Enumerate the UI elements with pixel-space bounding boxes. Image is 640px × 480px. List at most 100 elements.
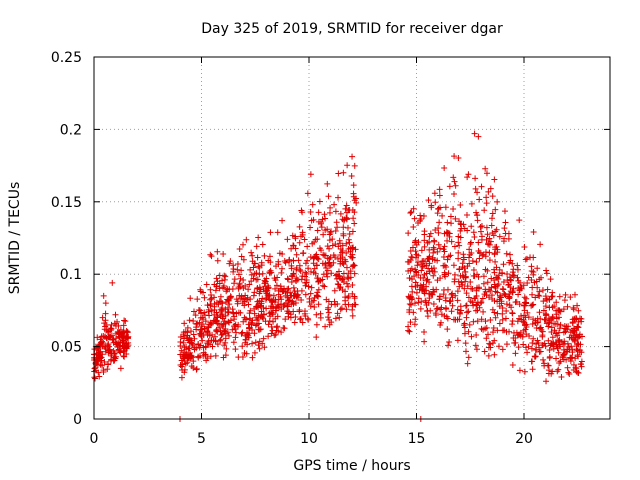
data-point [325,260,332,267]
data-point [543,378,550,385]
data-point [349,303,356,310]
data-point [417,274,424,281]
data-point [334,224,341,231]
data-point [475,284,482,291]
data-point [515,331,522,338]
data-point [536,309,543,316]
data-point [490,329,497,336]
data-point [570,306,577,313]
data-point [216,285,223,292]
data-point [545,337,552,344]
data-point [318,247,325,254]
data-point [292,235,299,242]
data-point [105,341,112,348]
data-point [448,238,455,245]
data-point [108,356,115,363]
data-point [474,217,481,224]
data-point [547,276,554,283]
data-point [102,317,109,324]
data-point [103,334,110,341]
data-point [571,316,578,323]
data-point [452,182,459,189]
data-point [443,263,450,270]
data-point [521,302,528,309]
data-point [303,271,310,278]
data-point [339,247,346,254]
data-point [284,303,291,310]
data-point [307,290,314,297]
data-point [464,360,471,367]
data-point [472,342,479,349]
data-point [239,329,246,336]
data-point [318,220,325,227]
data-point [512,339,519,346]
data-point [507,257,514,264]
data-point [91,365,98,372]
data-point [340,270,347,277]
data-point [236,292,243,299]
data-point [514,262,521,269]
data-point [248,271,255,278]
data-point [237,275,244,282]
data-point [544,286,551,293]
data-point [307,171,314,178]
data-point [576,315,583,322]
data-point [477,228,484,235]
data-point [449,290,456,297]
data-point [251,330,258,337]
data-point [435,241,442,248]
data-point [203,281,210,288]
data-point [445,270,452,277]
data-point [549,334,556,341]
data-point [502,219,509,226]
data-point [532,319,539,326]
data-point [430,300,437,307]
data-point [180,339,187,346]
data-point [351,209,358,216]
data-point [575,334,582,341]
data-point [236,246,243,253]
data-point [304,190,311,197]
data-point [260,311,267,318]
data-point [488,292,495,299]
data-point [350,215,357,222]
data-point [301,236,308,243]
data-point [285,310,292,317]
data-point [218,308,225,315]
data-point [249,252,256,259]
data-point [500,261,507,268]
data-point [243,236,250,243]
data-point [235,309,242,316]
data-point [568,334,575,341]
x-tick-label: 5 [197,431,206,447]
data-point [542,303,549,310]
data-point [461,330,468,337]
data-point [495,343,502,350]
data-point [230,323,237,330]
data-point [296,223,303,230]
data-point [571,291,578,298]
data-point [411,300,418,307]
data-point [323,265,330,272]
data-point [349,290,356,297]
data-point [426,268,433,275]
data-point [474,318,481,325]
data-point [486,249,493,256]
data-point [525,343,532,350]
data-point [324,243,331,250]
data-point [521,368,528,375]
data-point [96,350,103,357]
data-point [262,283,269,290]
data-point [445,342,452,349]
data-point [241,350,248,357]
data-point [551,327,558,334]
data-point [302,260,309,267]
data-point [499,310,506,317]
data-point [343,280,350,287]
data-point [540,341,547,348]
data-point [405,230,412,237]
data-point [201,294,208,301]
data-point [409,244,416,251]
data-point [198,326,205,333]
data-point [246,324,253,331]
